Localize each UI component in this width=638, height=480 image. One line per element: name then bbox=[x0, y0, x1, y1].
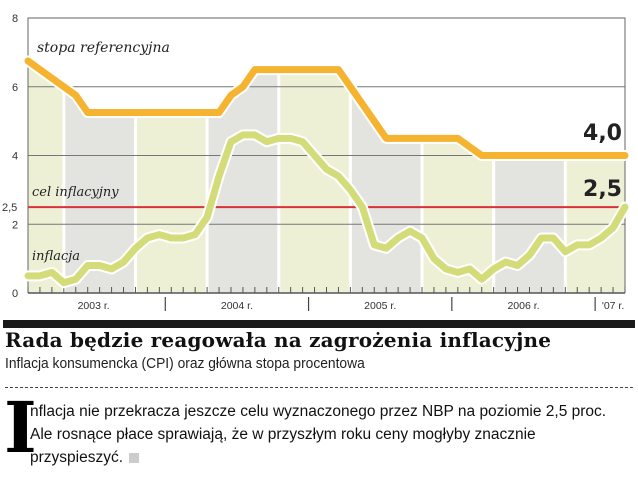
reference-rate-end-value: 4,0 bbox=[583, 121, 622, 146]
title-bar bbox=[3, 320, 635, 328]
inflation-end-value: 2,5 bbox=[583, 177, 622, 202]
article-paragraph: nflacja nie przekracza jeszcze celu wyzn… bbox=[30, 400, 630, 469]
x-year-label: 2003 r. bbox=[78, 300, 110, 312]
x-year-label: '07 r. bbox=[602, 300, 624, 312]
band bbox=[28, 60, 64, 293]
reference-rate-label: stopa referencyjna bbox=[37, 40, 170, 56]
y-tick-label: 0 bbox=[12, 288, 18, 300]
end-mark-icon bbox=[129, 452, 140, 463]
paragraph-text: nflacja nie przekracza jeszcze celu wyzn… bbox=[30, 403, 607, 466]
x-year-label: 2005 r. bbox=[364, 300, 396, 312]
inflation-label: inflacja bbox=[32, 249, 80, 264]
y-tick-label: 6 bbox=[12, 82, 18, 94]
chart: 0 2 2,5 4 6 8 2003 r. 2004 r. 2005 r. 2006 r. '07 … bbox=[2, 13, 631, 312]
y-tick-label: 2,5 bbox=[2, 202, 17, 214]
chart-subtitle: Inflacja konsumencka (CPI) oraz główna s… bbox=[5, 355, 365, 372]
chart-title: Rada będzie reagowała na zagrożenia infl… bbox=[5, 328, 552, 352]
y-tick-label: 4 bbox=[12, 151, 18, 163]
x-year-label: 2006 r. bbox=[507, 300, 539, 312]
dashed-divider bbox=[5, 387, 633, 388]
y-tick-label: 8 bbox=[12, 13, 18, 25]
drop-cap: I bbox=[4, 386, 37, 469]
y-tick-label: 2 bbox=[12, 219, 18, 231]
target-label: cel inflacyjny bbox=[32, 185, 119, 200]
x-year-label: 2004 r. bbox=[221, 300, 253, 312]
